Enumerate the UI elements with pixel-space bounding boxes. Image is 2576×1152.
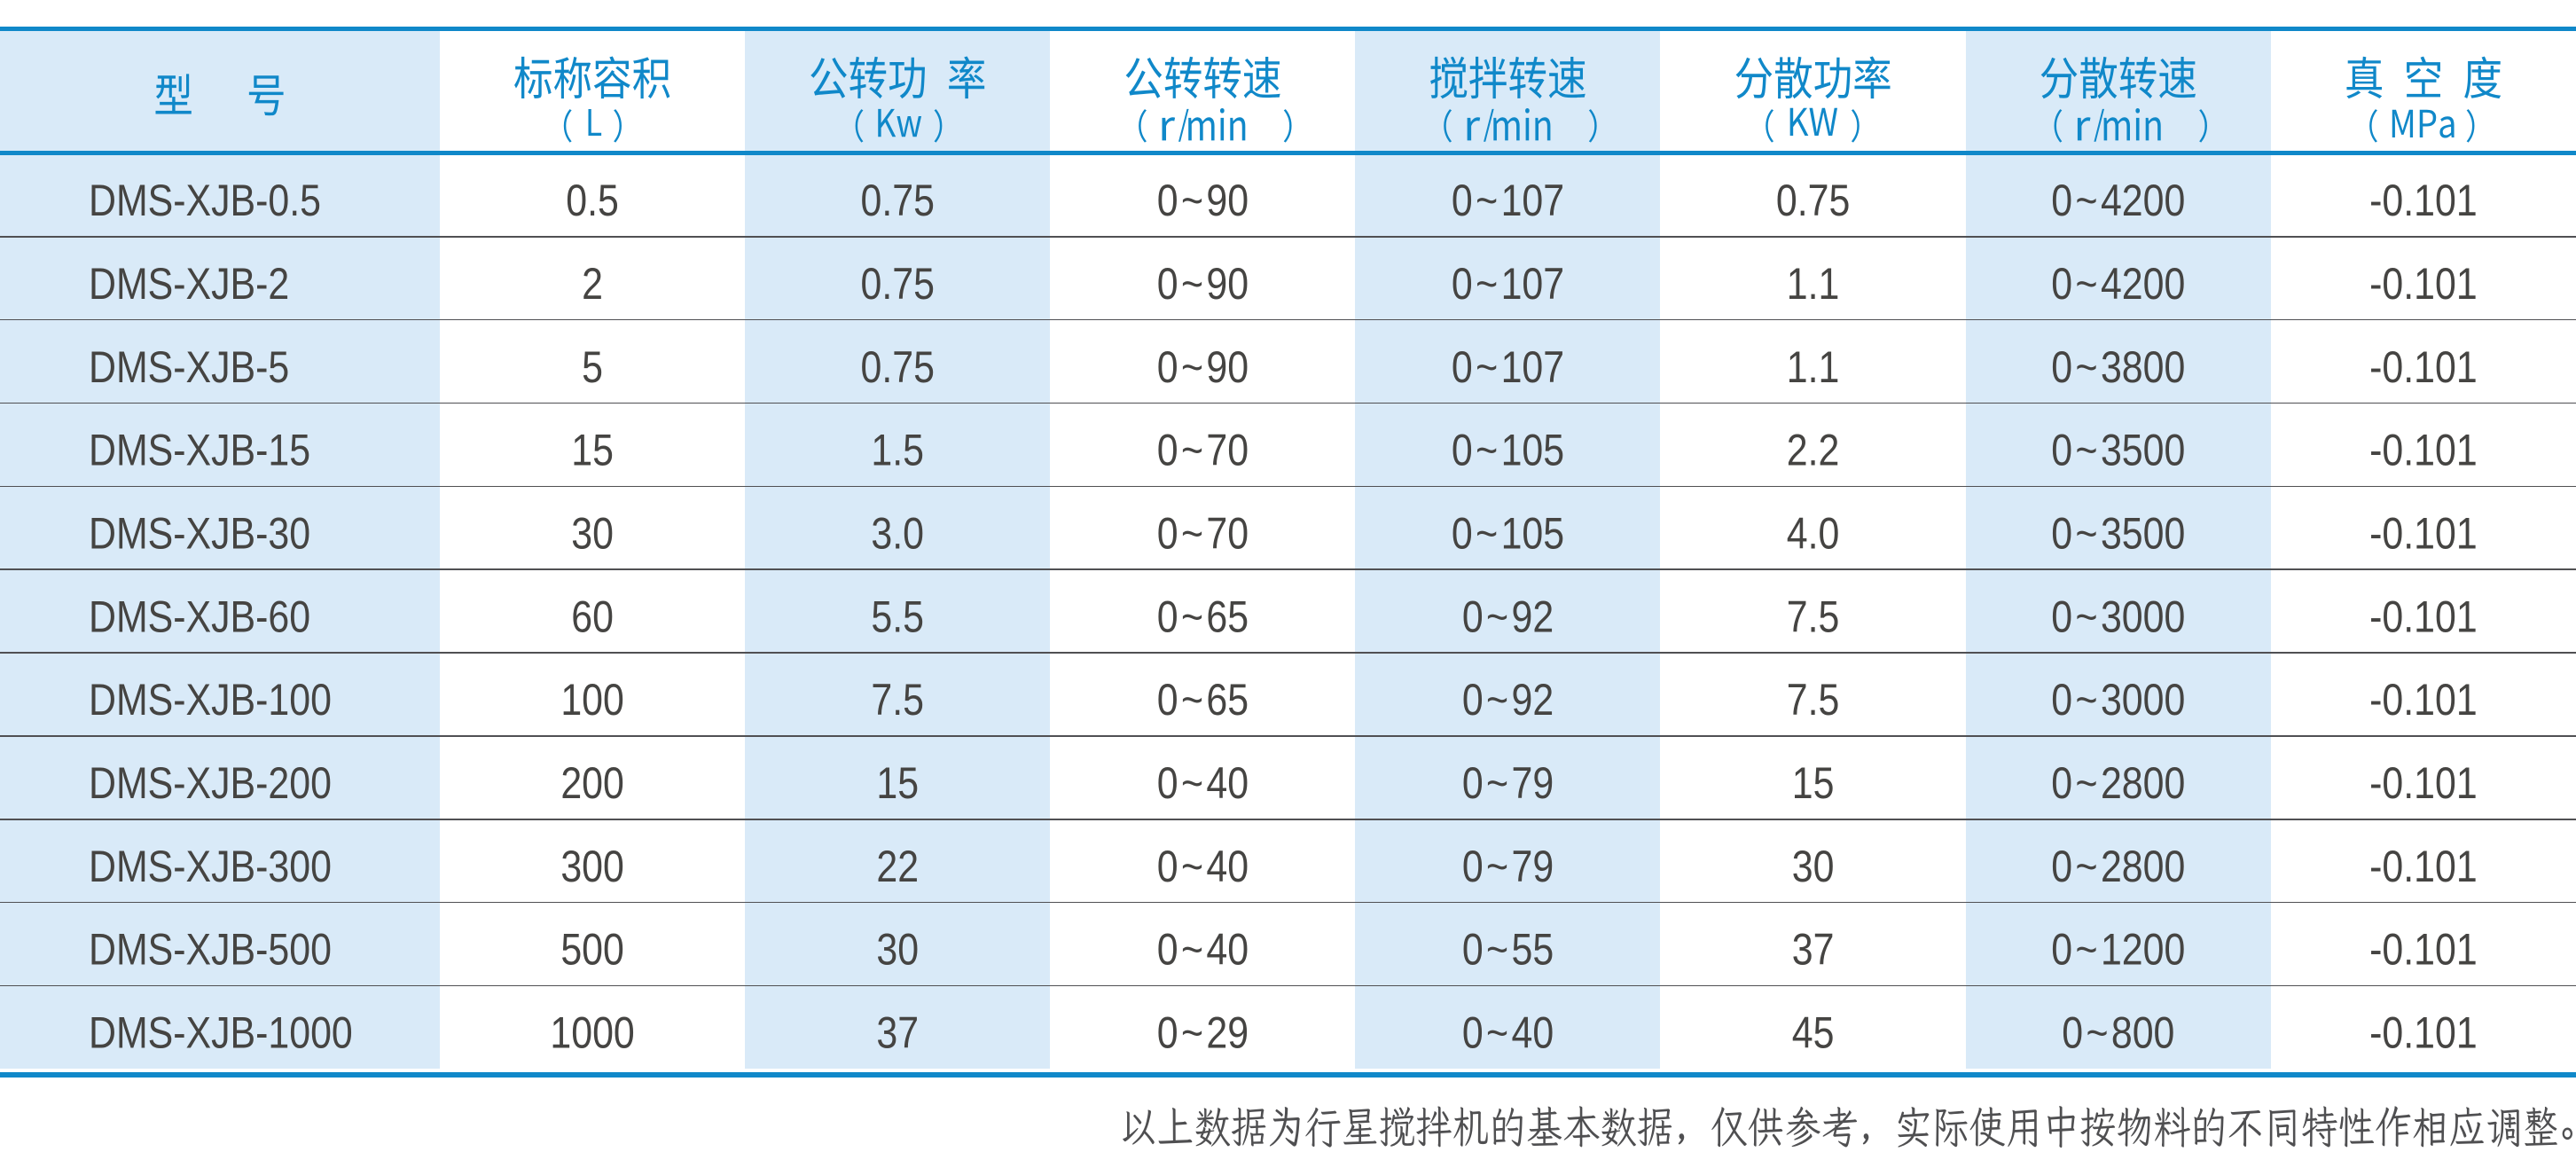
svg-text:0~2800: 0~2800 [2051, 758, 2185, 808]
svg-text:1.1: 1.1 [1787, 259, 1840, 309]
svg-text:5: 5 [582, 342, 603, 392]
svg-text:37: 37 [1792, 924, 1835, 974]
svg-text:7.5: 7.5 [1787, 592, 1840, 641]
svg-text:100: 100 [560, 675, 624, 725]
svg-text:-0.101: -0.101 [2369, 259, 2478, 309]
svg-text:0~105: 0~105 [1452, 425, 1564, 474]
svg-text:0~107: 0~107 [1452, 259, 1564, 309]
svg-text:0~40: 0~40 [1157, 924, 1249, 974]
svg-text:4.0: 4.0 [1787, 508, 1840, 558]
svg-text:22: 22 [876, 842, 919, 891]
svg-text:DMS-XJB-0.5: DMS-XJB-0.5 [89, 176, 321, 225]
svg-text:0~3000: 0~3000 [2051, 592, 2185, 641]
svg-text:30: 30 [1792, 842, 1835, 891]
svg-text:0~4200: 0~4200 [2051, 259, 2185, 309]
svg-text:7.5: 7.5 [1787, 675, 1840, 725]
svg-text:0~92: 0~92 [1462, 675, 1554, 725]
svg-text:0.5: 0.5 [566, 176, 619, 225]
svg-text:DMS-XJB-200: DMS-XJB-200 [89, 758, 332, 808]
svg-text:7.5: 7.5 [871, 675, 924, 725]
svg-text:0~79: 0~79 [1462, 758, 1554, 808]
svg-text:1000: 1000 [550, 1007, 634, 1057]
svg-text:-0.101: -0.101 [2369, 1007, 2478, 1057]
svg-text:0~90: 0~90 [1157, 259, 1249, 309]
svg-text:-0.101: -0.101 [2369, 176, 2478, 225]
svg-text:15: 15 [876, 758, 919, 808]
svg-text:2: 2 [582, 259, 603, 309]
svg-text:0.75: 0.75 [860, 259, 934, 309]
svg-text:-0.101: -0.101 [2369, 675, 2478, 725]
svg-text:2.2: 2.2 [1787, 425, 1840, 474]
svg-text:0~3800: 0~3800 [2051, 342, 2185, 392]
svg-text:0.75: 0.75 [860, 342, 934, 392]
svg-text:DMS-XJB-15: DMS-XJB-15 [89, 425, 310, 474]
svg-text:0~70: 0~70 [1157, 425, 1249, 474]
svg-text:DMS-XJB-5: DMS-XJB-5 [89, 342, 289, 392]
svg-text:30: 30 [876, 924, 919, 974]
svg-text:60: 60 [571, 592, 614, 641]
svg-text:0~800: 0~800 [2062, 1007, 2174, 1057]
svg-text:0~40: 0~40 [1157, 842, 1249, 891]
svg-text:DMS-XJB-30: DMS-XJB-30 [89, 508, 310, 558]
svg-text:DMS-XJB-2: DMS-XJB-2 [89, 259, 289, 309]
svg-text:0~65: 0~65 [1157, 592, 1249, 641]
svg-text:0~79: 0~79 [1462, 842, 1554, 891]
svg-text:0.75: 0.75 [860, 176, 934, 225]
svg-text:0~3500: 0~3500 [2051, 425, 2185, 474]
svg-text:0~92: 0~92 [1462, 592, 1554, 641]
svg-text:0~90: 0~90 [1157, 176, 1249, 225]
svg-text:DMS-XJB-300: DMS-XJB-300 [89, 842, 332, 891]
svg-text:-0.101: -0.101 [2369, 592, 2478, 641]
svg-text:-0.101: -0.101 [2369, 842, 2478, 891]
svg-text:0~107: 0~107 [1452, 342, 1564, 392]
svg-text:37: 37 [876, 1007, 919, 1057]
svg-text:DMS-XJB-100: DMS-XJB-100 [89, 675, 332, 725]
svg-text:15: 15 [571, 425, 614, 474]
svg-text:200: 200 [560, 758, 624, 808]
svg-text:0~107: 0~107 [1452, 176, 1564, 225]
svg-text:0~40: 0~40 [1462, 1007, 1554, 1057]
svg-text:0~70: 0~70 [1157, 508, 1249, 558]
svg-text:1.1: 1.1 [1787, 342, 1840, 392]
svg-text:0~29: 0~29 [1157, 1007, 1249, 1057]
svg-text:0~65: 0~65 [1157, 675, 1249, 725]
svg-text:0.75: 0.75 [1776, 176, 1850, 225]
svg-text:-0.101: -0.101 [2369, 342, 2478, 392]
svg-text:0~90: 0~90 [1157, 342, 1249, 392]
svg-text:-0.101: -0.101 [2369, 425, 2478, 474]
svg-text:45: 45 [1792, 1007, 1835, 1057]
svg-text:DMS-XJB-500: DMS-XJB-500 [89, 924, 332, 974]
svg-text:1.5: 1.5 [871, 425, 924, 474]
svg-text:0~3000: 0~3000 [2051, 675, 2185, 725]
svg-text:-0.101: -0.101 [2369, 508, 2478, 558]
svg-text:300: 300 [560, 842, 624, 891]
svg-text:5.5: 5.5 [871, 592, 924, 641]
svg-text:-0.101: -0.101 [2369, 758, 2478, 808]
svg-text:0~2800: 0~2800 [2051, 842, 2185, 891]
svg-text:DMS-XJB-1000: DMS-XJB-1000 [89, 1007, 353, 1057]
svg-text:0~40: 0~40 [1157, 758, 1249, 808]
svg-text:-0.101: -0.101 [2369, 924, 2478, 974]
svg-text:15: 15 [1792, 758, 1835, 808]
svg-text:30: 30 [571, 508, 614, 558]
svg-text:0~55: 0~55 [1462, 924, 1554, 974]
svg-text:3.0: 3.0 [871, 508, 924, 558]
svg-text:0~105: 0~105 [1452, 508, 1564, 558]
svg-text:0~1200: 0~1200 [2051, 924, 2185, 974]
svg-text:500: 500 [560, 924, 624, 974]
svg-text:0~4200: 0~4200 [2051, 176, 2185, 225]
svg-text:0~3500: 0~3500 [2051, 508, 2185, 558]
svg-text:DMS-XJB-60: DMS-XJB-60 [89, 592, 310, 641]
